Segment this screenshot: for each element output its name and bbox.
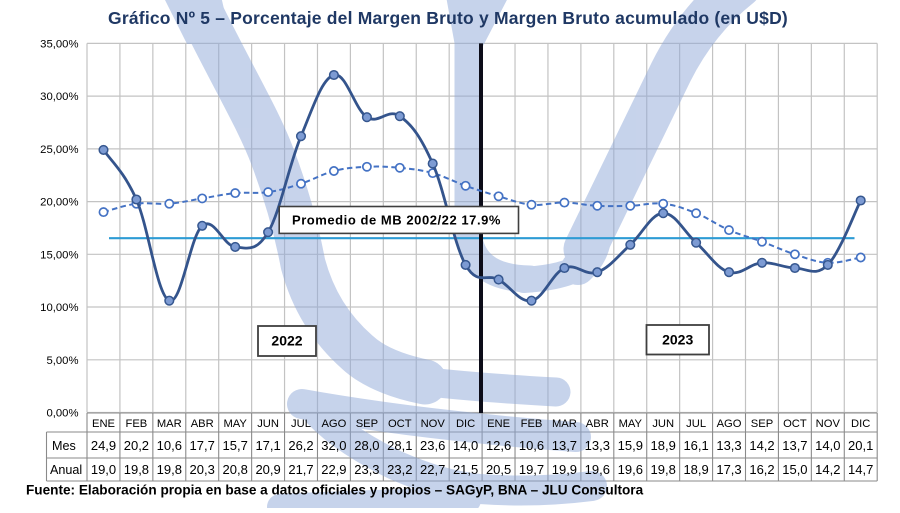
svg-text:DIC: DIC (851, 418, 870, 430)
svg-text:2023: 2023 (662, 332, 693, 348)
svg-text:14,2: 14,2 (815, 462, 840, 477)
svg-text:23,6: 23,6 (420, 438, 445, 453)
svg-text:18,9: 18,9 (683, 462, 708, 477)
svg-text:JUL: JUL (686, 418, 706, 430)
svg-text:21,7: 21,7 (288, 462, 313, 477)
svg-text:JUL: JUL (291, 418, 311, 430)
svg-text:22,7: 22,7 (420, 462, 445, 477)
svg-text:Anual: Anual (50, 463, 82, 477)
svg-text:Mes: Mes (52, 439, 76, 453)
svg-text:23,2: 23,2 (387, 462, 412, 477)
svg-text:30,00%: 30,00% (40, 91, 78, 103)
svg-text:14,0: 14,0 (453, 438, 478, 453)
svg-text:20,1: 20,1 (848, 438, 873, 453)
svg-text:16,2: 16,2 (749, 462, 774, 477)
svg-text:20,9: 20,9 (255, 462, 280, 477)
svg-text:15,9: 15,9 (618, 438, 643, 453)
svg-text:20,8: 20,8 (223, 462, 248, 477)
svg-text:13,3: 13,3 (716, 438, 741, 453)
svg-text:15,7: 15,7 (223, 438, 248, 453)
svg-text:19,0: 19,0 (91, 462, 116, 477)
svg-text:20,00%: 20,00% (40, 197, 78, 209)
svg-text:20,5: 20,5 (486, 462, 511, 477)
svg-text:23,3: 23,3 (354, 462, 379, 477)
svg-text:18,9: 18,9 (651, 438, 676, 453)
svg-text:Fuente: Elaboración propia en: Fuente: Elaboración propia en base a dat… (26, 483, 644, 498)
svg-text:24,9: 24,9 (91, 438, 116, 453)
svg-text:13,7: 13,7 (552, 438, 577, 453)
svg-text:19,8: 19,8 (157, 462, 182, 477)
svg-text:AGO: AGO (321, 418, 346, 430)
svg-text:JUN: JUN (652, 418, 674, 430)
svg-text:19,9: 19,9 (552, 462, 577, 477)
svg-text:ABR: ABR (586, 418, 609, 430)
svg-text:Promedio de MB 2002/22 17.9%: Promedio de MB 2002/22 17.9% (292, 213, 501, 228)
svg-text:15,0: 15,0 (782, 462, 807, 477)
svg-text:JUN: JUN (257, 418, 279, 430)
svg-text:19,8: 19,8 (651, 462, 676, 477)
svg-text:FEB: FEB (521, 418, 543, 430)
svg-text:ENE: ENE (487, 418, 510, 430)
svg-text:32,0: 32,0 (321, 438, 346, 453)
svg-text:ENE: ENE (92, 418, 115, 430)
svg-text:14,2: 14,2 (749, 438, 774, 453)
svg-text:SEP: SEP (356, 418, 378, 430)
svg-text:14,0: 14,0 (815, 438, 840, 453)
svg-text:12,6: 12,6 (486, 438, 511, 453)
svg-text:19,6: 19,6 (585, 462, 610, 477)
svg-text:16,1: 16,1 (683, 438, 708, 453)
svg-text:14,7: 14,7 (848, 462, 873, 477)
svg-text:21,5: 21,5 (453, 462, 478, 477)
svg-text:17,1: 17,1 (255, 438, 280, 453)
svg-text:26,2: 26,2 (288, 438, 313, 453)
svg-text:5,00%: 5,00% (46, 355, 78, 367)
svg-text:MAY: MAY (619, 418, 643, 430)
svg-text:Gráfico Nº 5 – Porcentaje del: Gráfico Nº 5 – Porcentaje del Margen Bru… (108, 8, 788, 28)
svg-text:OCT: OCT (783, 418, 807, 430)
svg-text:MAY: MAY (223, 418, 247, 430)
svg-text:22,9: 22,9 (321, 462, 346, 477)
svg-text:25,00%: 25,00% (40, 144, 78, 156)
svg-text:10,6: 10,6 (519, 438, 544, 453)
svg-text:15,00%: 15,00% (40, 249, 78, 261)
svg-text:ABR: ABR (191, 418, 214, 430)
svg-text:SEP: SEP (751, 418, 773, 430)
svg-text:28,1: 28,1 (387, 438, 412, 453)
svg-text:17,3: 17,3 (716, 462, 741, 477)
svg-text:35,00%: 35,00% (40, 38, 78, 50)
svg-text:13,7: 13,7 (782, 438, 807, 453)
svg-text:20,3: 20,3 (190, 462, 215, 477)
svg-text:10,6: 10,6 (157, 438, 182, 453)
svg-text:OCT: OCT (388, 418, 412, 430)
svg-text:NOV: NOV (816, 418, 841, 430)
svg-text:20,2: 20,2 (124, 438, 149, 453)
svg-text:13,3: 13,3 (585, 438, 610, 453)
svg-text:19,6: 19,6 (618, 462, 643, 477)
svg-text:19,7: 19,7 (519, 462, 544, 477)
svg-text:17,7: 17,7 (190, 438, 215, 453)
svg-text:10,00%: 10,00% (40, 302, 78, 314)
svg-text:0,00%: 0,00% (46, 408, 78, 420)
svg-text:DIC: DIC (456, 418, 475, 430)
svg-text:2022: 2022 (271, 333, 302, 349)
svg-text:NOV: NOV (421, 418, 446, 430)
svg-text:19,8: 19,8 (124, 462, 149, 477)
svg-text:AGO: AGO (717, 418, 742, 430)
svg-text:MAR: MAR (157, 418, 182, 430)
svg-text:MAR: MAR (552, 418, 577, 430)
svg-text:FEB: FEB (126, 418, 148, 430)
svg-text:28,0: 28,0 (354, 438, 379, 453)
